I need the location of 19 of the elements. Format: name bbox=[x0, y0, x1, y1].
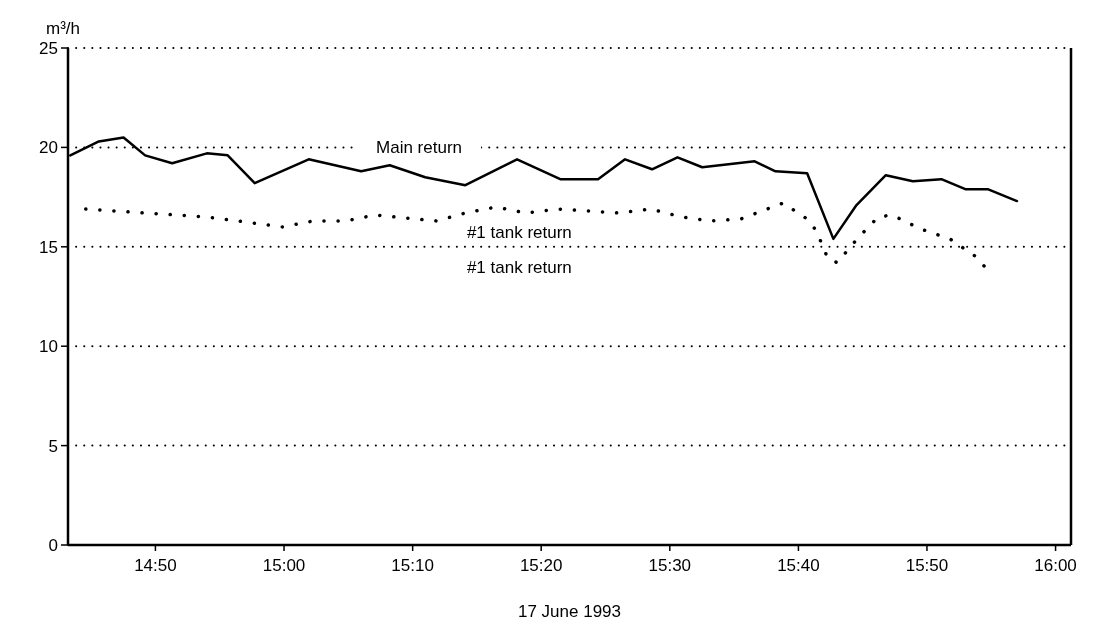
x-tick-label: 15:30 bbox=[648, 556, 692, 575]
y-axis-title: m³/h bbox=[46, 19, 80, 38]
x-tick-label: 15:10 bbox=[391, 556, 434, 575]
x-tick-label: 15:00 bbox=[262, 556, 306, 575]
y-tick-label: 0 bbox=[48, 535, 58, 555]
x-tick-label: 15:40 bbox=[777, 556, 820, 575]
annotation: #1 tank return bbox=[466, 257, 572, 277]
x-tick-label: 15:50 bbox=[905, 556, 949, 575]
x-axis-title: 17 June 1993 bbox=[517, 602, 622, 621]
x-tick-label: 15:20 bbox=[519, 556, 563, 575]
x-tick-label: 14:50 bbox=[134, 556, 177, 575]
annotation: Main return bbox=[376, 138, 463, 158]
y-tick-label: 10 bbox=[39, 337, 58, 357]
y-tick-label: 25 bbox=[39, 38, 58, 58]
x-tick-label: 16:00 bbox=[1034, 556, 1077, 575]
annotation: #1 tank return bbox=[466, 222, 572, 242]
y-tick-label: 20 bbox=[39, 138, 58, 158]
y-tick-label: 15 bbox=[39, 237, 58, 257]
y-tick-label: 5 bbox=[48, 436, 58, 456]
